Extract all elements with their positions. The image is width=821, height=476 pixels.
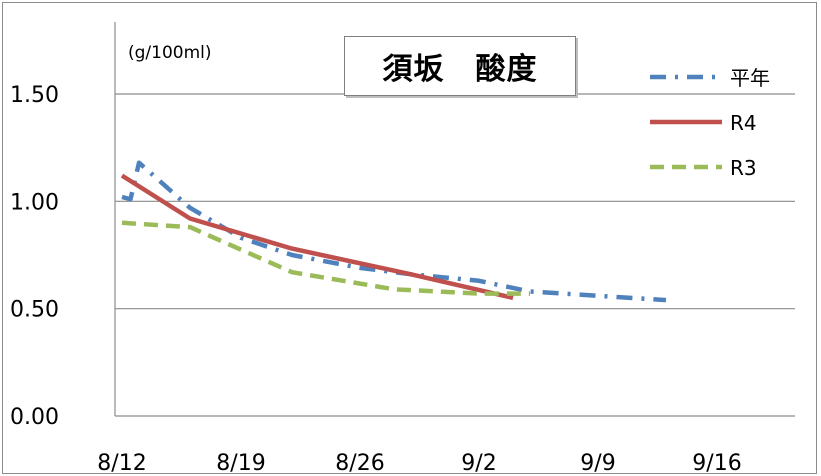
legend-label-1: R4: [730, 111, 757, 135]
y-tick-label: 0.00: [10, 405, 59, 430]
series-layer: [120, 160, 667, 303]
x-tick-label: 9/16: [692, 451, 741, 476]
x-tick-label: 8/12: [97, 451, 146, 476]
legend-label-0: 平年: [730, 66, 770, 90]
y-tick-label: 1.50: [10, 83, 59, 108]
axis-layer: 0.00 0.50 1.00 1.50 8/12 8/19 8/26 9/2 9/9 9/16: [10, 22, 795, 476]
legend: 平年 R4 R3: [650, 66, 770, 180]
series-line-2: [121, 220, 530, 296]
chart-title: 須坂 酸度: [382, 52, 538, 87]
series-line-0: [121, 160, 667, 303]
y-tick-label: 0.50: [10, 298, 59, 323]
x-tick-label: 9/2: [461, 451, 496, 476]
grid-layer: [115, 93, 795, 310]
x-tick-label: 8/26: [335, 451, 384, 476]
unit-label: (g/100ml): [128, 43, 212, 63]
y-tick-label: 1.00: [10, 190, 59, 215]
chart-title-box: 須坂 酸度: [344, 36, 576, 96]
series-line-1: [120, 173, 514, 301]
x-tick-label: 9/9: [580, 451, 615, 476]
legend-label-2: R3: [730, 156, 757, 180]
x-tick-label: 8/19: [216, 451, 265, 476]
